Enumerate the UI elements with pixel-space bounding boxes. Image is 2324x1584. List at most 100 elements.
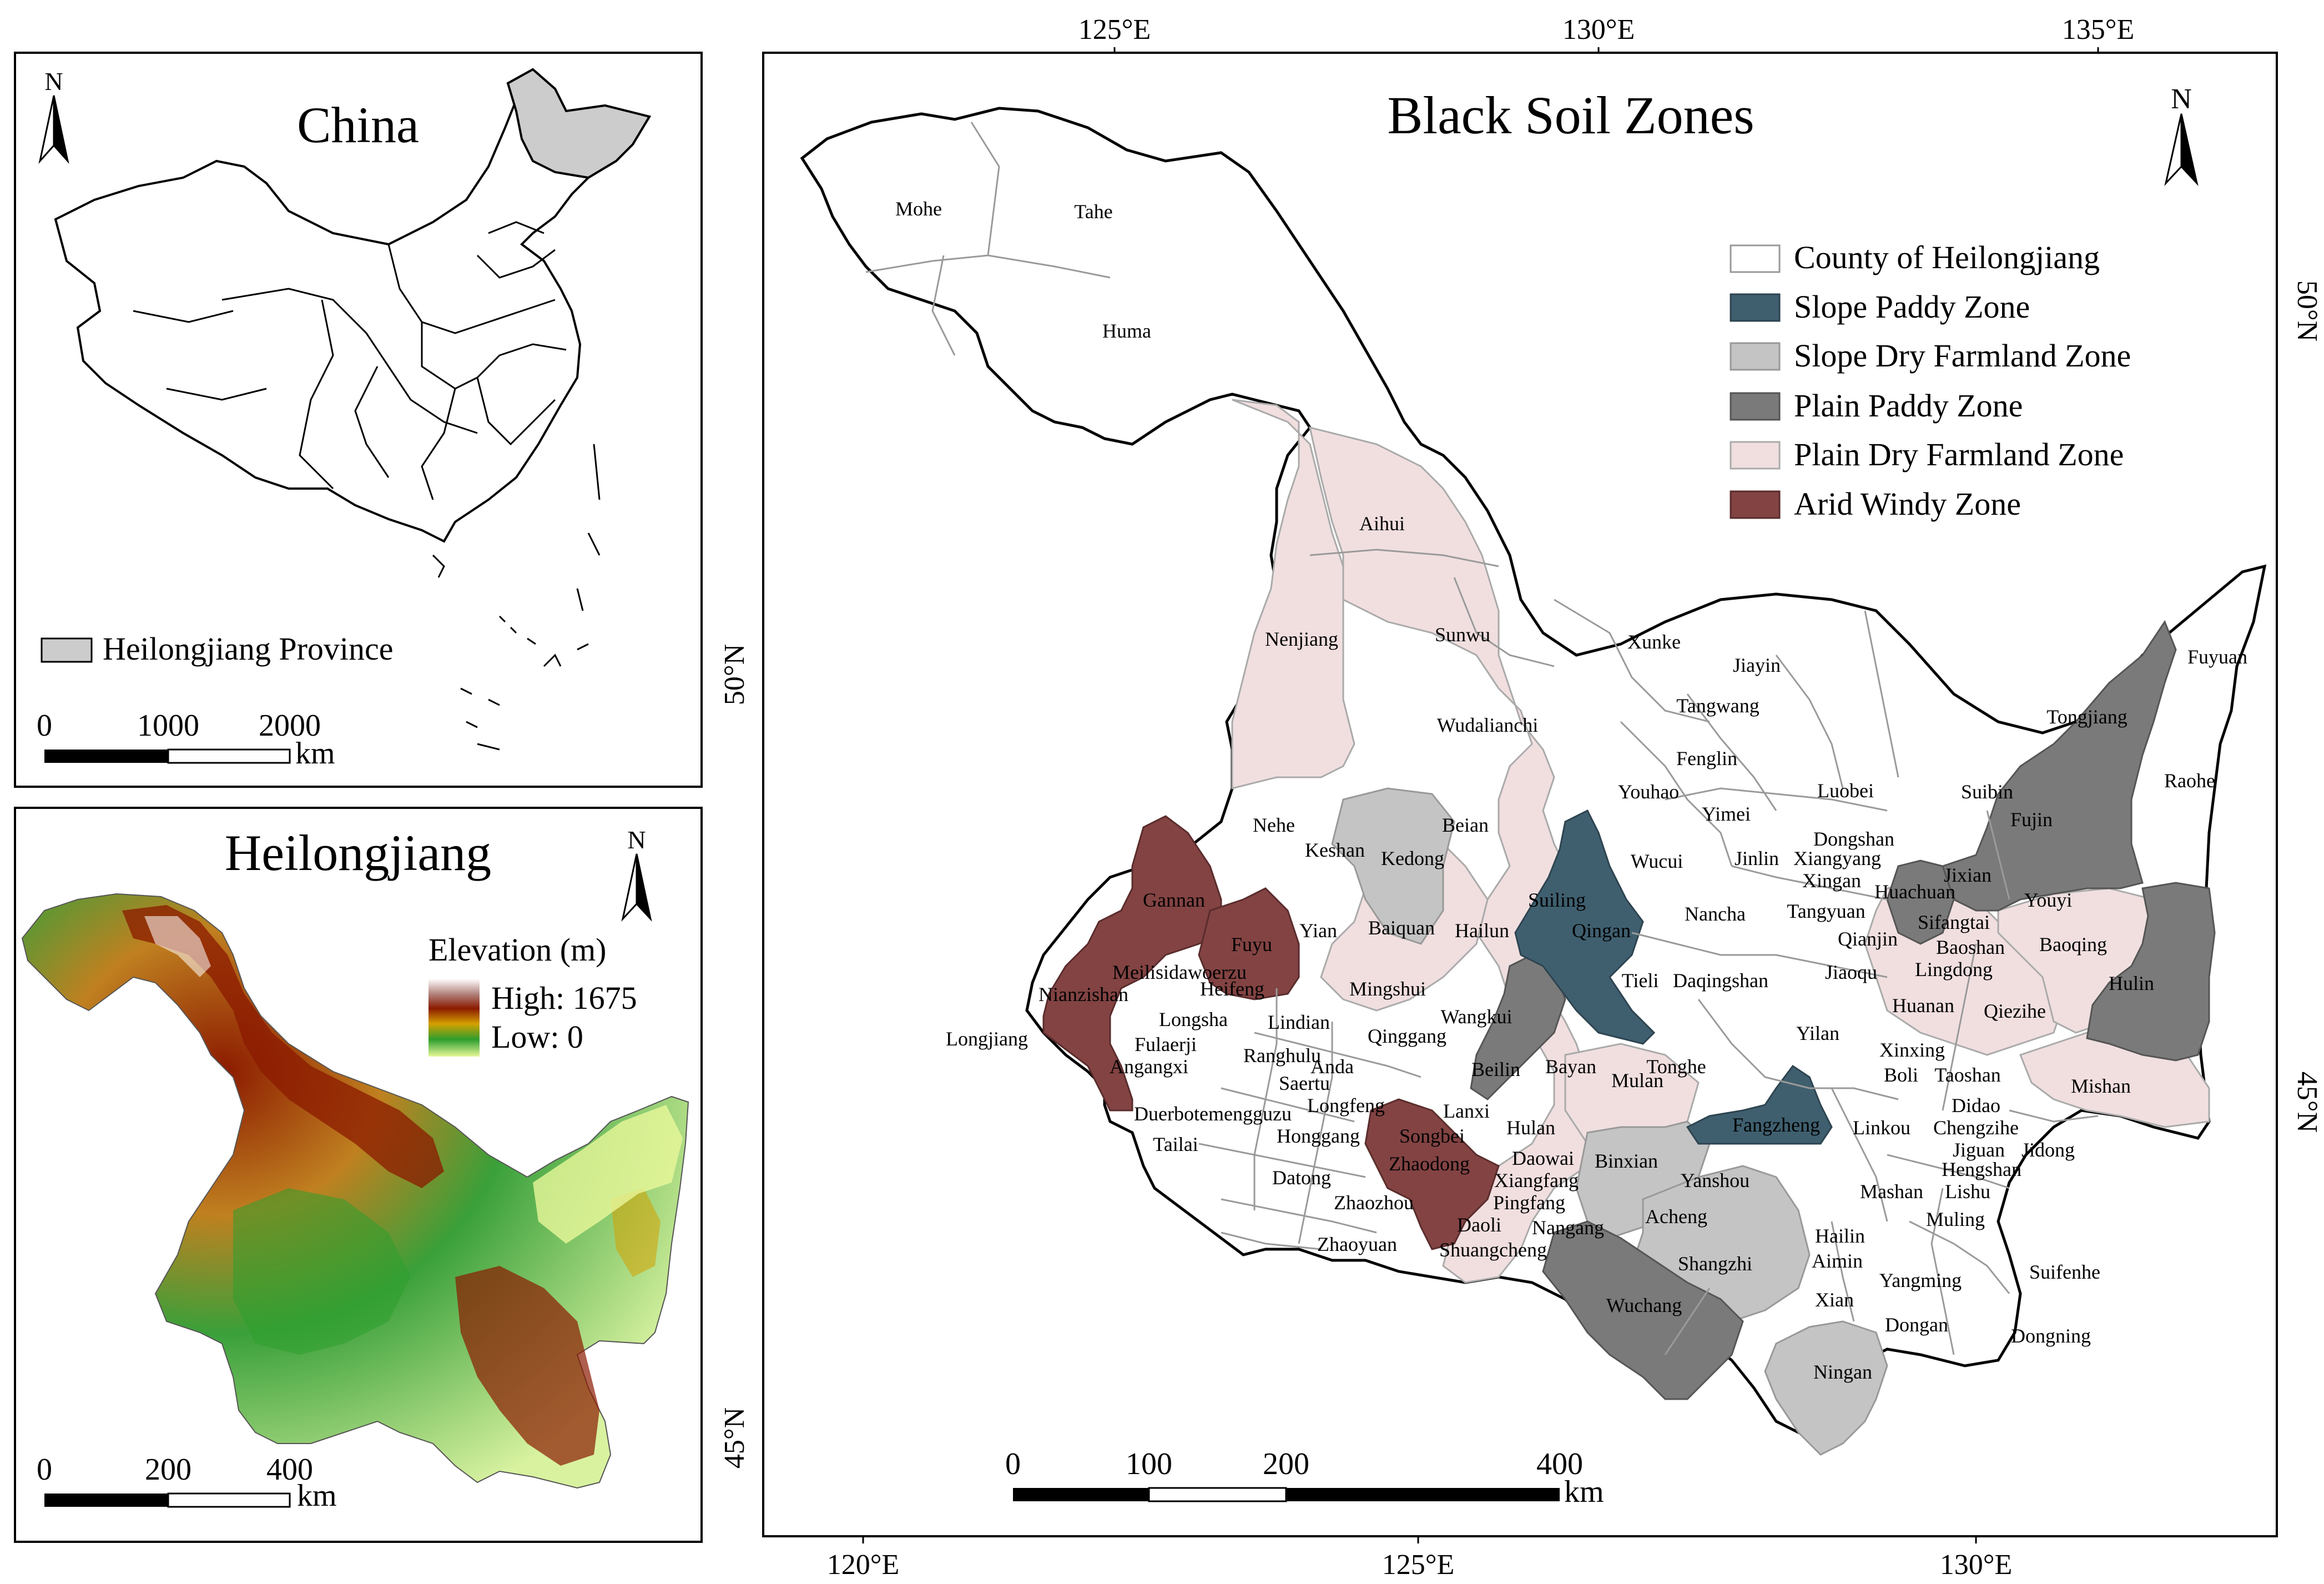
county-label: Mingshui [1349,978,1426,1000]
county-label: Nangang [1532,1216,1604,1239]
county-label: Aimin [1812,1250,1863,1272]
county-label: Huachuan [1874,881,1955,903]
china-panel-title: China [297,97,419,153]
county-label: Suiling [1528,889,1586,911]
heilongjiang-legend-swatch [41,637,93,663]
county-label: Aihui [1359,512,1405,535]
county-label: Jiguan [1953,1139,2005,1161]
china-province-lines [133,221,567,500]
county-label: Yanshou [1681,1169,1750,1191]
county-label: Songbei [1399,1125,1465,1147]
county-label: Jinlin [1735,847,1779,869]
county-label: Qinggang [1368,1025,1446,1047]
legend-swatch-plain-paddy [1730,392,1781,421]
county-label: Xunke [1627,631,1681,653]
county-label: Qianjin [1838,928,1898,950]
county-label: Gannan [1143,889,1205,911]
county-label: Dongshan [1813,828,1894,850]
county-labels: Mohe Tahe Huma Aihui Sunwu Xunke Jiayin … [895,198,2247,1383]
plain-paddy-zone [1470,620,2216,1400]
county-label: Zhaodong [1389,1153,1470,1175]
county-label: Qingan [1572,919,1631,942]
main-north-label: N [2171,83,2192,115]
legend-swatch-arid-windy [1730,490,1781,519]
county-label: Luobei [1817,780,1874,802]
county-label: Baiquan [1368,917,1435,939]
legend-swatch-plain-dry [1730,441,1781,470]
county-label: Wucui [1631,850,1683,872]
black-soil-panel: 125°E 130°E 135°E 120°E 125°E 130°E 50°N… [719,14,2323,1581]
main-scale-tick-3: 400 [1536,1447,1583,1481]
legend-label-county: County of Heilongjiang [1794,239,2100,275]
arid-windy-zone [1042,815,1500,1250]
county-label: Jiayin [1733,654,1781,676]
county-label: Xiangfang [1494,1169,1579,1191]
county-label: Ningan [1813,1361,1872,1383]
county-label: Binxian [1595,1150,1658,1172]
county-label: Zhaozhou [1334,1191,1414,1214]
hlj-scale-tick-1: 200 [145,1452,191,1487]
county-label: Suifenhe [2029,1261,2100,1283]
hlj-scale-unit: km [297,1479,337,1513]
county-label: Saertu [1279,1072,1330,1094]
county-label: Youyi [2024,889,2072,911]
bottom-tick-120E: 120°E [827,1549,900,1581]
county-label: Xinxing [1879,1039,1945,1061]
county-label: Duerbotemengguzu [1134,1103,1292,1125]
county-label: Xian [1815,1289,1854,1311]
legend-label-arid-windy: Arid Windy Zone [1794,486,2021,522]
county-label: Fuyuan [2187,646,2247,668]
county-label: Lishu [1945,1180,1990,1203]
county-label: Wudalianchi [1437,714,1538,736]
slope-dry-farmland-zone [1331,787,1888,1456]
county-label: Lingdong [1915,958,1993,980]
county-label: Huma [1102,320,1151,342]
main-scale-tick-2: 200 [1263,1447,1309,1481]
legend-label-plain-dry: Plain Dry Farmland Zone [1794,436,2124,472]
heilongjiang-province-highlight [506,68,652,179]
elevation-legend-high: High: 1675 [491,980,637,1016]
county-label: Honggang [1277,1125,1360,1147]
county-label: Chengzihe [1933,1117,2019,1139]
county-label: Sunwu [1435,623,1490,646]
county-label: Suibin [1961,781,2013,803]
county-label: Mohe [895,198,942,220]
main-north-arrow: N [2164,83,2199,187]
county-label: Shuangcheng [1439,1239,1547,1261]
county-label: Hailin [1815,1225,1865,1247]
heilongjiang-scale-bar: 0 200 400 km [37,1452,337,1513]
county-label: Jiaoqu [1825,961,1877,983]
county-label: Tieli [1622,969,1659,992]
china-panel: N China Heilongjiang Province 0 1000 200… [14,52,703,788]
bottom-tick-125E: 125°E [1382,1549,1455,1581]
left-tick-50N: 50°N [719,644,750,705]
heilongjiang-panel-title: Heilongjiang [225,824,491,881]
county-label: Hailun [1455,919,1509,942]
hlj-scale-tick-0: 0 [37,1452,52,1487]
china-scale-tick-0: 0 [37,708,52,743]
county-label: Tongjiang [2046,706,2127,728]
county-label: Didao [1952,1094,2000,1117]
county-label: Angangxi [1110,1055,1188,1078]
county-label: Lindian [1268,1011,1330,1033]
heilongjiang-panel: Heilongjiang N Elevation (m) High: 1675 … [14,807,703,1543]
heilongjiang-north-arrow: N [621,826,652,922]
china-north-arrow: N [38,67,69,164]
county-label: Mashan [1860,1180,1923,1203]
county-label: Yangming [1879,1269,1962,1291]
county-label: Fujin [2010,808,2053,831]
elevation-color-ramp [428,979,480,1057]
county-label: Sifangtai [1918,911,1990,933]
county-label: Muling [1926,1208,1985,1230]
county-label: Youhao [1618,781,1679,803]
county-label: Daqingshan [1673,969,1768,992]
county-label: Tangwang [1676,695,1759,717]
legend-label-slope-dry: Slope Dry Farmland Zone [1794,338,2131,374]
county-label: Fuyu [1231,933,1272,956]
county-label: Beilin [1471,1058,1520,1080]
county-label: Hengshan [1942,1158,2021,1180]
county-label: Baoshan [1936,936,2005,958]
legend-label-slope-paddy: Slope Paddy Zone [1794,289,2030,325]
county-label: Raohe [2164,770,2215,792]
county-label: Longsha [1159,1008,1228,1030]
